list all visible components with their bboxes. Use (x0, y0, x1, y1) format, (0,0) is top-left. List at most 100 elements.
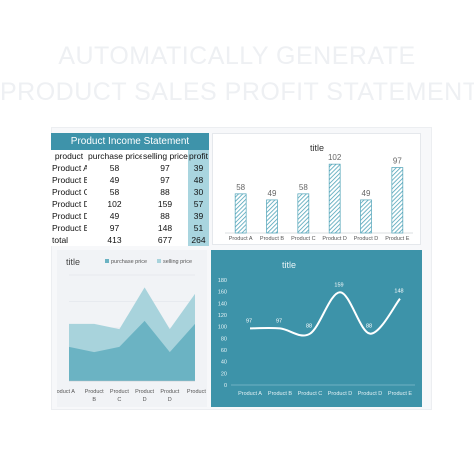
y-tick-label: 140 (218, 301, 227, 307)
chart-title: title (310, 143, 324, 153)
x-tick-label-line2: D (168, 397, 172, 403)
income-statement-table: Product Income Statement product purchas… (51, 133, 209, 246)
x-tick-label: Product (160, 389, 179, 395)
bar (266, 199, 278, 234)
x-tick-label: Product C (298, 391, 322, 397)
hero-title-line-2: PRODUCT SALES PROFIT STATEMENT (0, 78, 474, 106)
data-label: 49 (362, 189, 371, 198)
data-label: 58 (236, 183, 245, 192)
x-tick-label: Product B (260, 236, 284, 242)
x-tick-label: Product D (328, 391, 352, 397)
selling-price-cell: 159 (157, 199, 173, 209)
bar (360, 199, 372, 234)
area-chart: title purchase price selling price Product … (51, 257, 211, 403)
column-header: selling price (142, 150, 188, 162)
x-tick-label-line2: D (143, 397, 147, 403)
profit-cell: 39 (188, 162, 209, 174)
legend-swatch-purchase (105, 259, 109, 263)
x-tick-label: Product C (291, 236, 315, 242)
x-tick-label: Product D (354, 236, 378, 242)
selling-price-cell: 97 (160, 163, 170, 173)
x-tick-label: Product (110, 389, 129, 395)
purchase-price-cell: 97 (109, 223, 120, 233)
chart-title: title (66, 257, 80, 267)
y-tick-label: 160 (218, 290, 227, 296)
selling-price-cell: 88 (160, 211, 170, 221)
x-tick-label: Product E (187, 389, 207, 395)
product-cell: Product B (52, 175, 87, 185)
product-cell: Product E (52, 223, 87, 233)
bar (328, 163, 341, 234)
product-cell: Product D (52, 211, 87, 221)
x-tick-label: Product A (57, 389, 75, 395)
selling-price-cell: 148 (157, 223, 173, 233)
legend-label: selling price (163, 259, 192, 265)
data-label: 102 (328, 153, 342, 162)
bar (234, 193, 247, 234)
table-row: Product E 97 148 51 (51, 222, 209, 234)
data-label: 97 (276, 318, 282, 324)
y-tick-label: 20 (221, 371, 227, 377)
line-chart: title 0 20 40 60 80 100 120 140 160 180 97 Product A… (218, 260, 415, 397)
profit-cell: 48 (188, 174, 209, 186)
x-tick-label: Product D (358, 391, 382, 397)
purchase-price-cell: 413 (107, 235, 122, 245)
purchase-price-cell: 49 (109, 211, 120, 221)
legend-label: purchase price (111, 259, 147, 265)
profit-cell: 264 (188, 234, 209, 246)
bar-chart: title 58 Product A 49 Product B 58 Product C 10… (225, 143, 413, 242)
table-total-row: total 413 677 264 (51, 234, 209, 246)
product-cell: total (52, 235, 69, 245)
table-row: Product B 49 97 48 (51, 174, 209, 186)
column-header: profit (188, 150, 209, 162)
line-chart-panel: title 0 20 40 60 80 100 120 140 160 180 97 Product A… (211, 250, 422, 407)
y-tick-label: 60 (221, 348, 227, 354)
bar (391, 167, 404, 234)
data-label: 88 (366, 324, 372, 330)
x-tick-label: Product A (229, 236, 253, 242)
data-label: 97 (246, 318, 252, 324)
data-label: 49 (268, 189, 277, 198)
line-series (249, 291, 401, 337)
table-row: Product C 58 88 30 (51, 186, 209, 198)
profit-cell: 30 (188, 186, 209, 198)
y-tick-label: 120 (218, 313, 227, 319)
x-tick-label: Product D (322, 236, 346, 242)
y-tick-label: 180 (218, 278, 227, 284)
table-row: Product D 49 88 39 (51, 210, 209, 222)
product-cell: Product A (52, 163, 87, 173)
x-tick-label: Product A (238, 391, 262, 397)
table-header-row: product purchase price selling price pro… (51, 150, 209, 162)
bar-chart-panel: title 58 Product A 49 Product B 58 Product C 10… (212, 133, 421, 245)
legend-swatch-selling (157, 259, 161, 263)
purchase-price-cell: 58 (109, 187, 120, 197)
area-chart-panel: title purchase price selling price Product … (51, 250, 211, 407)
x-tick-label: Product (135, 389, 154, 395)
x-tick-label: Product (85, 389, 104, 395)
y-tick-label: 80 (221, 336, 227, 342)
data-label: 97 (393, 157, 402, 166)
profit-cell: 57 (188, 198, 209, 210)
profit-cell: 39 (188, 210, 209, 222)
product-cell: Product D (52, 199, 87, 209)
table-row: Product A 58 97 39 (51, 162, 209, 174)
selling-price-cell: 88 (160, 187, 170, 197)
area-series-purchase (69, 320, 195, 381)
hero-banner: AUTOMATICALLY GENERATE PRODUCT SALES PRO… (0, 0, 474, 124)
table-title: Product Income Statement (51, 133, 209, 150)
x-tick-label: Product E (385, 236, 409, 242)
x-tick-label: Product B (268, 391, 292, 397)
y-tick-label: 0 (224, 383, 227, 389)
profit-cell: 51 (188, 222, 209, 234)
data-label: 58 (299, 183, 308, 192)
purchase-price-cell: 102 (107, 199, 122, 209)
data-label: 159 (334, 282, 343, 288)
data-label: 88 (306, 324, 312, 330)
selling-price-cell: 677 (157, 235, 173, 245)
income-table: product purchase price selling price pro… (51, 150, 209, 246)
column-header: product (51, 150, 87, 162)
y-tick-label: 100 (218, 325, 227, 331)
x-tick-label-line2: B (92, 397, 96, 403)
purchase-price-cell: 58 (109, 163, 120, 173)
x-tick-label: Product E (388, 391, 412, 397)
